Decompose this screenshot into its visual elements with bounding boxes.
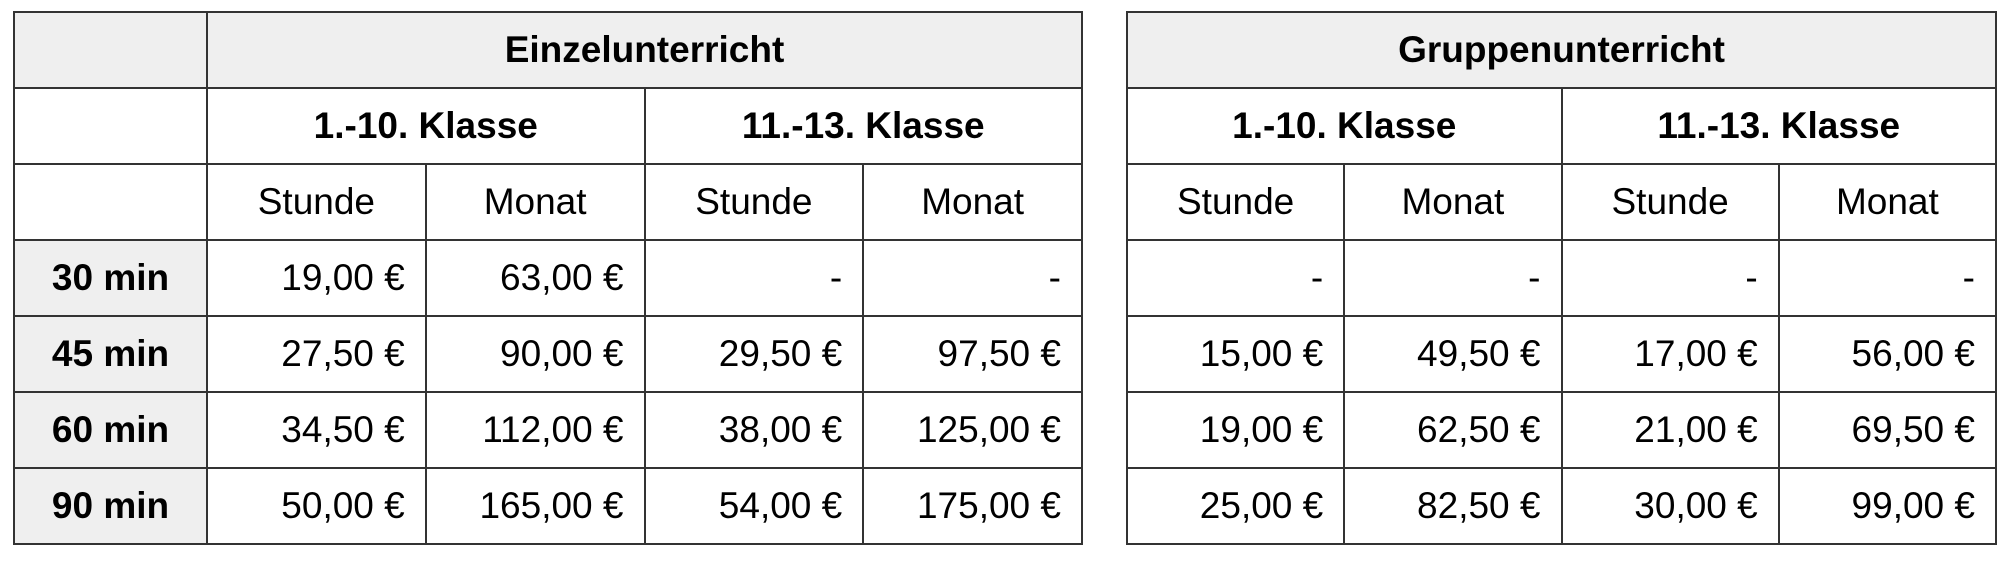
table-row: 45 min 27,50 € 90,00 € 29,50 € 97,50 € — [13, 315, 1083, 393]
gruppenunterricht-price-table: Gruppenunterricht 1.-10. Klasse 11.-13. … — [1125, 11, 1998, 545]
row-label: 60 min — [13, 391, 208, 469]
price-cell: - — [1343, 239, 1563, 317]
price-cell: 56,00 € — [1777, 315, 1998, 393]
column-header: Stunde — [643, 163, 865, 241]
empty-cell — [13, 163, 208, 241]
column-header: Stunde — [206, 163, 427, 241]
table-row: 25,00 € 82,50 € 30,00 € 99,00 € — [1125, 467, 1998, 545]
group-header: 11.-13. Klasse — [1560, 87, 1997, 165]
table-row: 19,00 € 62,50 € 21,00 € 69,50 € — [1125, 391, 1998, 469]
price-cell: 112,00 € — [424, 391, 646, 469]
table-row: 30 min 19,00 € 63,00 € - - — [13, 239, 1083, 317]
price-cell: 19,00 € — [1125, 391, 1346, 469]
price-cell: 17,00 € — [1560, 315, 1780, 393]
price-cell: 82,50 € — [1343, 467, 1563, 545]
column-header: Stunde — [1560, 163, 1780, 241]
table-row: 15,00 € 49,50 € 17,00 € 56,00 € — [1125, 315, 1998, 393]
price-cell: 27,50 € — [206, 315, 427, 393]
price-cell: 38,00 € — [643, 391, 865, 469]
einzelunterricht-price-table: Einzelunterricht 1.-10. Klasse 11.-13. K… — [13, 11, 1083, 545]
column-header: Monat — [1777, 163, 1998, 241]
row-label: 90 min — [13, 467, 208, 545]
price-cell: 21,00 € — [1560, 391, 1780, 469]
price-cell: 63,00 € — [424, 239, 646, 317]
group-header: 1.-10. Klasse — [1126, 87, 1563, 165]
price-cell: 69,50 € — [1777, 391, 1998, 469]
price-cell: 175,00 € — [862, 467, 1083, 545]
column-header: Stunde — [1125, 163, 1346, 241]
group-header: 1.-10. Klasse — [206, 87, 646, 165]
row-label: 45 min — [13, 315, 208, 393]
price-cell: 34,50 € — [206, 391, 427, 469]
price-cell: - — [1125, 239, 1346, 317]
price-cell: 97,50 € — [862, 315, 1083, 393]
column-header: Monat — [1343, 163, 1563, 241]
price-cell: 54,00 € — [643, 467, 865, 545]
price-cell: 30,00 € — [1560, 467, 1780, 545]
price-cell: 29,50 € — [643, 315, 865, 393]
column-header: Monat — [424, 163, 646, 241]
price-cell: 90,00 € — [424, 315, 646, 393]
price-cell: - — [862, 239, 1083, 317]
corner-cell — [13, 11, 208, 89]
price-cell: 165,00 € — [424, 467, 646, 545]
price-cell: - — [643, 239, 865, 317]
price-cell: 50,00 € — [206, 467, 427, 545]
price-cell: - — [1777, 239, 1998, 317]
table-title: Gruppenunterricht — [1126, 11, 1997, 89]
price-cell: 25,00 € — [1125, 467, 1346, 545]
row-label: 30 min — [13, 239, 208, 317]
price-cell: 15,00 € — [1125, 315, 1346, 393]
price-cell: 49,50 € — [1343, 315, 1563, 393]
empty-cell — [13, 87, 208, 165]
price-cell: 99,00 € — [1777, 467, 1998, 545]
column-header: Monat — [862, 163, 1083, 241]
group-header: 11.-13. Klasse — [643, 87, 1083, 165]
table-row: 60 min 34,50 € 112,00 € 38,00 € 125,00 € — [13, 391, 1083, 469]
price-cell: - — [1560, 239, 1780, 317]
table-row: 90 min 50,00 € 165,00 € 54,00 € 175,00 € — [13, 467, 1083, 545]
price-cell: 19,00 € — [206, 239, 427, 317]
price-cell: 62,50 € — [1343, 391, 1563, 469]
price-cell: 125,00 € — [862, 391, 1083, 469]
table-title: Einzelunterricht — [206, 11, 1083, 89]
table-row: - - - - — [1125, 239, 1998, 317]
